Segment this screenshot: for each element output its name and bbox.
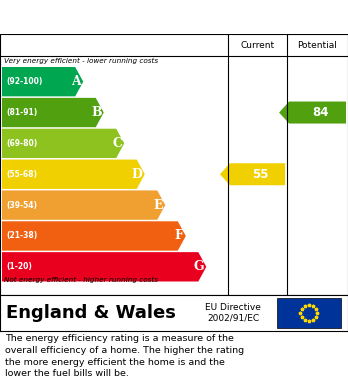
Text: Current: Current [240,41,275,50]
Text: D: D [132,168,143,181]
Polygon shape [279,102,346,124]
Text: (1-20): (1-20) [6,262,32,271]
Text: F: F [175,230,184,242]
Text: A: A [71,75,81,88]
Text: 55: 55 [252,168,269,181]
Polygon shape [2,221,186,251]
Text: The energy efficiency rating is a measure of the
overall efficiency of a home. T: The energy efficiency rating is a measur… [5,334,244,378]
Polygon shape [2,160,145,189]
Text: (81-91): (81-91) [6,108,37,117]
Polygon shape [2,252,206,282]
Text: 84: 84 [312,106,329,119]
Text: (21-38): (21-38) [6,231,37,240]
Text: Energy Efficiency Rating: Energy Efficiency Rating [7,9,217,25]
Text: England & Wales: England & Wales [6,304,176,322]
Bar [277,298,341,328]
Text: Potential: Potential [298,41,338,50]
Text: Very energy efficient - lower running costs: Very energy efficient - lower running co… [4,58,158,64]
Polygon shape [220,163,285,185]
Text: C: C [112,137,122,150]
Text: (69-80): (69-80) [6,139,37,148]
Text: Not energy efficient - higher running costs: Not energy efficient - higher running co… [4,277,158,283]
Polygon shape [2,129,124,158]
Text: G: G [194,260,204,273]
Text: (55-68): (55-68) [6,170,37,179]
Text: (92-100): (92-100) [6,77,42,86]
Text: EU Directive
2002/91/EC: EU Directive 2002/91/EC [205,303,261,323]
Text: B: B [91,106,102,119]
Polygon shape [2,98,104,127]
Text: (39-54): (39-54) [6,201,37,210]
Polygon shape [2,67,83,96]
Text: E: E [154,199,163,212]
Polygon shape [2,190,165,220]
